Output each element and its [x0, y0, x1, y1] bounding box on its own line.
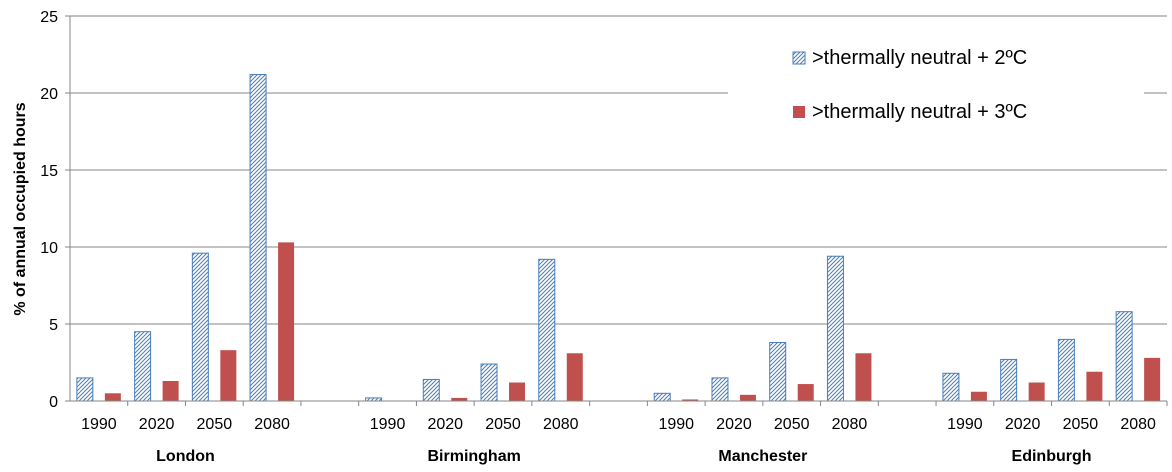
bar-plus-2c [480, 363, 498, 402]
bar-plus-3c [1086, 371, 1103, 401]
x-tick-label: 2080 [832, 416, 868, 433]
x-tick-label: 2050 [197, 416, 233, 433]
y-tick-label: 25 [40, 9, 58, 26]
bar-plus-3c [509, 382, 526, 401]
group-label: Edinburgh [1012, 448, 1092, 465]
y-tick-label: 15 [40, 163, 58, 180]
x-tick-labels: 1990 2020 2050 2080 1990 2020 2050 2080 1990 2020… [81, 416, 1156, 433]
bar-plus-3c [104, 393, 121, 401]
x-tick-label: 2050 [774, 416, 810, 433]
y-tick-label: 20 [40, 86, 58, 103]
y-tick-labels: 0 5 10 15 20 25 [40, 9, 58, 411]
bar-plus-2c [711, 377, 729, 402]
x-tick-label: 2020 [139, 416, 175, 433]
y-tick-label: 0 [49, 394, 58, 411]
bar-plus-2c [191, 252, 209, 402]
bar-plus-2c [769, 341, 787, 402]
legend-swatch [792, 51, 806, 65]
x-tick-label: 1990 [947, 416, 983, 433]
y-tick-label: 10 [40, 240, 58, 257]
group-labels: London Birmingham Manchester Edinburgh [156, 448, 1091, 465]
bar-plus-3c [682, 399, 699, 401]
bar-plus-3c [970, 391, 987, 401]
group-label: Manchester [718, 448, 807, 465]
x-tick-label: 2020 [427, 416, 463, 433]
bar-plus-2c [422, 378, 440, 402]
bar-plus-2c [1115, 311, 1133, 402]
y-tick-label: 5 [49, 317, 58, 334]
y-axis-label: % of annual occupied hours [12, 102, 29, 315]
bar-plus-2c [653, 392, 671, 402]
bar-plus-3c [855, 353, 872, 401]
group-label: London [156, 448, 215, 465]
bar-plus-2c [942, 372, 960, 402]
bar-plus-2c [134, 331, 152, 402]
bar-plus-2c [76, 377, 94, 402]
bar-plus-3c [220, 350, 237, 401]
bar-plus-3c [162, 380, 179, 401]
bar-plus-2c [1000, 358, 1018, 402]
bar-plus-2c [1057, 338, 1075, 402]
bar-plus-3c [451, 397, 468, 401]
x-tick-label: 2020 [1005, 416, 1041, 433]
bar-plus-2c [826, 255, 844, 402]
bar-plus-3c [566, 353, 583, 401]
x-tick-label: 2050 [1063, 416, 1099, 433]
bar-plus-3c [797, 384, 814, 401]
x-tick-label: 1990 [370, 416, 406, 433]
x-tick-label: 1990 [658, 416, 694, 433]
x-tick-label: 2050 [485, 416, 521, 433]
legend: >thermally neutral + 2ºC >thermally neutr… [728, 32, 1144, 152]
bar-plus-3c [1144, 357, 1161, 401]
axes [69, 16, 1168, 406]
bar-plus-3c [1028, 382, 1045, 401]
x-tick-label: 2080 [543, 416, 579, 433]
x-tick-label: 2080 [254, 416, 290, 433]
bar-plus-2c [249, 74, 267, 402]
legend-label: >thermally neutral + 2ºC [812, 47, 1027, 69]
bar-plus-2c [538, 258, 556, 402]
group-label: Birmingham [427, 448, 520, 465]
x-tick-label: 2080 [1120, 416, 1156, 433]
x-tick-label: 1990 [81, 416, 117, 433]
bar-plus-3c [278, 242, 295, 401]
legend-swatch [793, 106, 805, 118]
bar-plus-3c [739, 394, 756, 401]
legend-label: >thermally neutral + 3ºC [812, 101, 1027, 123]
x-tick-label: 2020 [716, 416, 752, 433]
bars [76, 74, 1161, 402]
